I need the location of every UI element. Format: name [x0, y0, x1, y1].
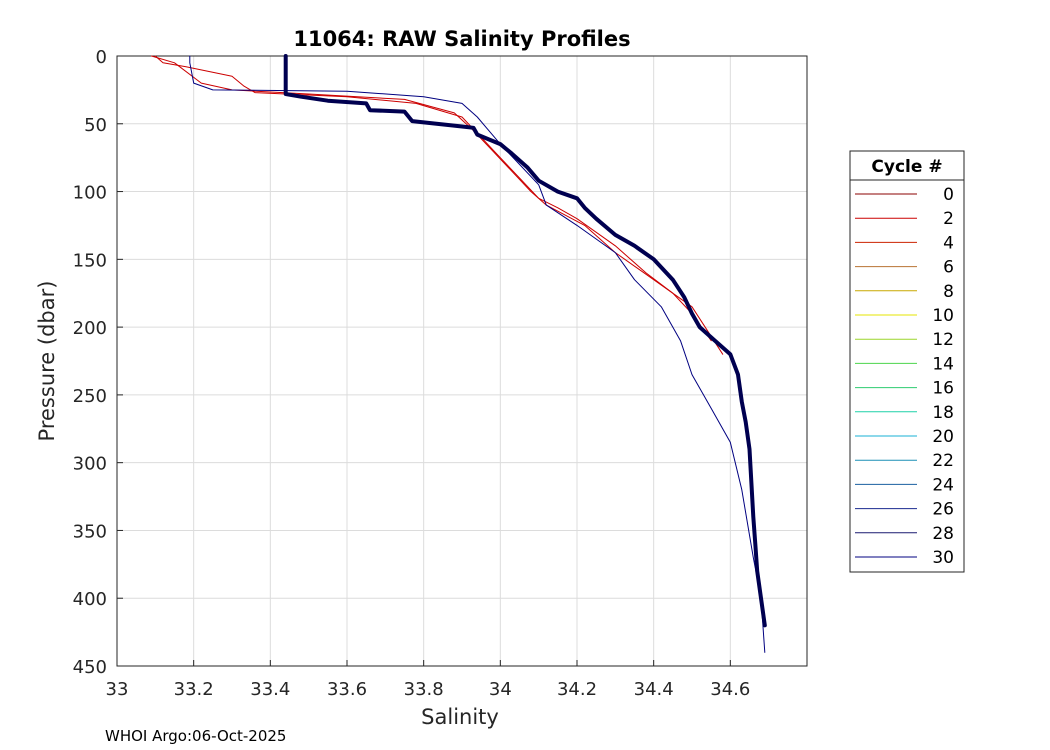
legend-box	[849, 150, 965, 573]
footer-text: WHOI Argo:06-Oct-2025	[105, 727, 286, 745]
grid	[116, 55, 807, 667]
legend-entry-label: 4	[943, 233, 954, 253]
y-tick-label: 400	[73, 589, 107, 610]
series-line-cycle-30	[189, 55, 766, 653]
y-tick-label: 0	[96, 47, 107, 68]
legend-entry-label: 0	[943, 185, 954, 205]
y-tick-label: 150	[73, 250, 107, 271]
series-line-cycle-26	[283, 54, 767, 628]
x-tick-label: 33.8	[404, 679, 444, 700]
legend-entry-label: 6	[943, 258, 954, 278]
x-tick-label: 33.6	[327, 679, 367, 700]
legend-entry-label: 14	[932, 354, 954, 374]
x-tick-label: 34.6	[710, 679, 750, 700]
legend-entry-label: 20	[932, 427, 954, 447]
legend-entry-label: 30	[932, 548, 954, 568]
legend-entry-label: 16	[932, 379, 954, 399]
series-line-cycle-0	[154, 55, 712, 342]
x-tick-label: 33.2	[174, 679, 214, 700]
legend-entry-label: 24	[932, 475, 954, 495]
y-tick-label: 350	[73, 521, 107, 542]
x-tick-label: 33	[106, 679, 129, 700]
legend-entry-label: 10	[932, 306, 954, 326]
y-tick-label: 50	[84, 115, 107, 136]
legend-entry-label: 22	[932, 451, 954, 471]
x-axis-label: Salinity	[421, 705, 499, 729]
y-tick-label: 450	[73, 657, 107, 678]
x-tick-label: 34	[489, 679, 512, 700]
y-tick-label: 200	[73, 318, 107, 339]
y-tick-label: 250	[73, 386, 107, 407]
series-layer	[151, 54, 767, 653]
y-axis-label: Pressure (dbar)	[35, 281, 59, 442]
ticks: 33 33.2 33.4 33.6 33.8 34 34.2 34.4 34.6 0 50 100 15…	[73, 47, 751, 700]
legend-entry-label: 18	[932, 403, 954, 423]
y-tick-label: 300	[73, 454, 107, 475]
y-tick-label: 100	[73, 183, 107, 204]
chart-title: 11064: RAW Salinity Profiles	[293, 27, 630, 51]
series-line-cycle-4	[151, 55, 724, 355]
x-tick-label: 34.2	[557, 679, 597, 700]
x-tick-label: 33.4	[250, 679, 290, 700]
legend-entry-label: 26	[932, 500, 954, 520]
legend-title: Cycle #	[871, 157, 942, 177]
x-tick-label: 34.4	[634, 679, 674, 700]
plot-area	[116, 55, 808, 667]
legend-entry-label: 2	[943, 209, 954, 229]
legend-entry-label: 28	[932, 524, 954, 544]
legend-entry-label: 8	[943, 282, 954, 302]
legend-entry-label: 12	[932, 330, 954, 350]
